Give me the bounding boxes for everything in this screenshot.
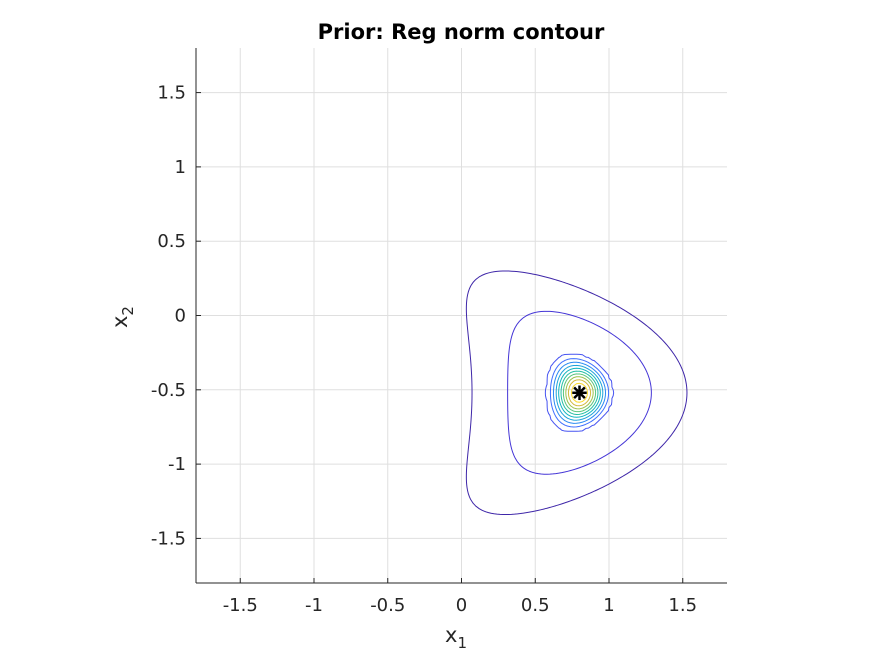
y-axis-label-subscript: 2: [119, 306, 137, 316]
mode-asterisk: [572, 385, 587, 401]
contour-level-4: [549, 358, 610, 428]
x-axis-label-subscript: 1: [457, 634, 467, 652]
x-tick-label: 1.5: [668, 595, 697, 616]
mode-marker: [572, 385, 587, 401]
grid-lines: [196, 48, 727, 583]
y-tick-labels: -1.5 -1 -0.5 0 0.5 1 1.5: [151, 83, 186, 550]
contour-level-11: [567, 379, 592, 407]
contour-level-5: [552, 361, 607, 424]
x-tick-label: -1: [305, 595, 323, 616]
x-axis-label: x1: [445, 623, 467, 652]
chart-title: Prior: Reg norm contour: [318, 20, 605, 44]
x-tick-label: 0.5: [521, 595, 550, 616]
contour-level-3: [544, 353, 615, 432]
x-tick-labels: -1.5 -1 -0.5 0 0.5 1 1.5: [223, 595, 697, 616]
contour-level-9: [562, 373, 597, 413]
axes-frame: [195, 48, 727, 584]
contour-level-10: [565, 376, 594, 410]
y-tick-label: 0: [175, 306, 186, 327]
y-axis-label: x2: [108, 306, 137, 328]
y-axis-label-base: x: [108, 316, 132, 328]
y-tick-label: 1: [175, 157, 186, 178]
x-axis-label-base: x: [445, 623, 457, 647]
contour-level-7: [558, 367, 601, 418]
y-tick-label: -1: [168, 454, 186, 475]
y-tick-label: -0.5: [151, 380, 186, 401]
y-tick-label: -1.5: [151, 528, 186, 549]
contour-level-8: [560, 370, 599, 415]
contour-level-2: [507, 310, 652, 475]
contour-lines: [465, 270, 688, 516]
x-tick-label: 0: [456, 595, 467, 616]
y-tick-label: 0.5: [157, 231, 186, 252]
y-tick-label: 1.5: [157, 83, 186, 104]
x-tick-label: -0.5: [370, 595, 405, 616]
x-tick-label: 1: [603, 595, 614, 616]
contour-level-6: [555, 364, 604, 421]
x-tick-label: -1.5: [223, 595, 258, 616]
contour-level-12: [570, 382, 589, 403]
contour-level-1: [465, 270, 688, 516]
